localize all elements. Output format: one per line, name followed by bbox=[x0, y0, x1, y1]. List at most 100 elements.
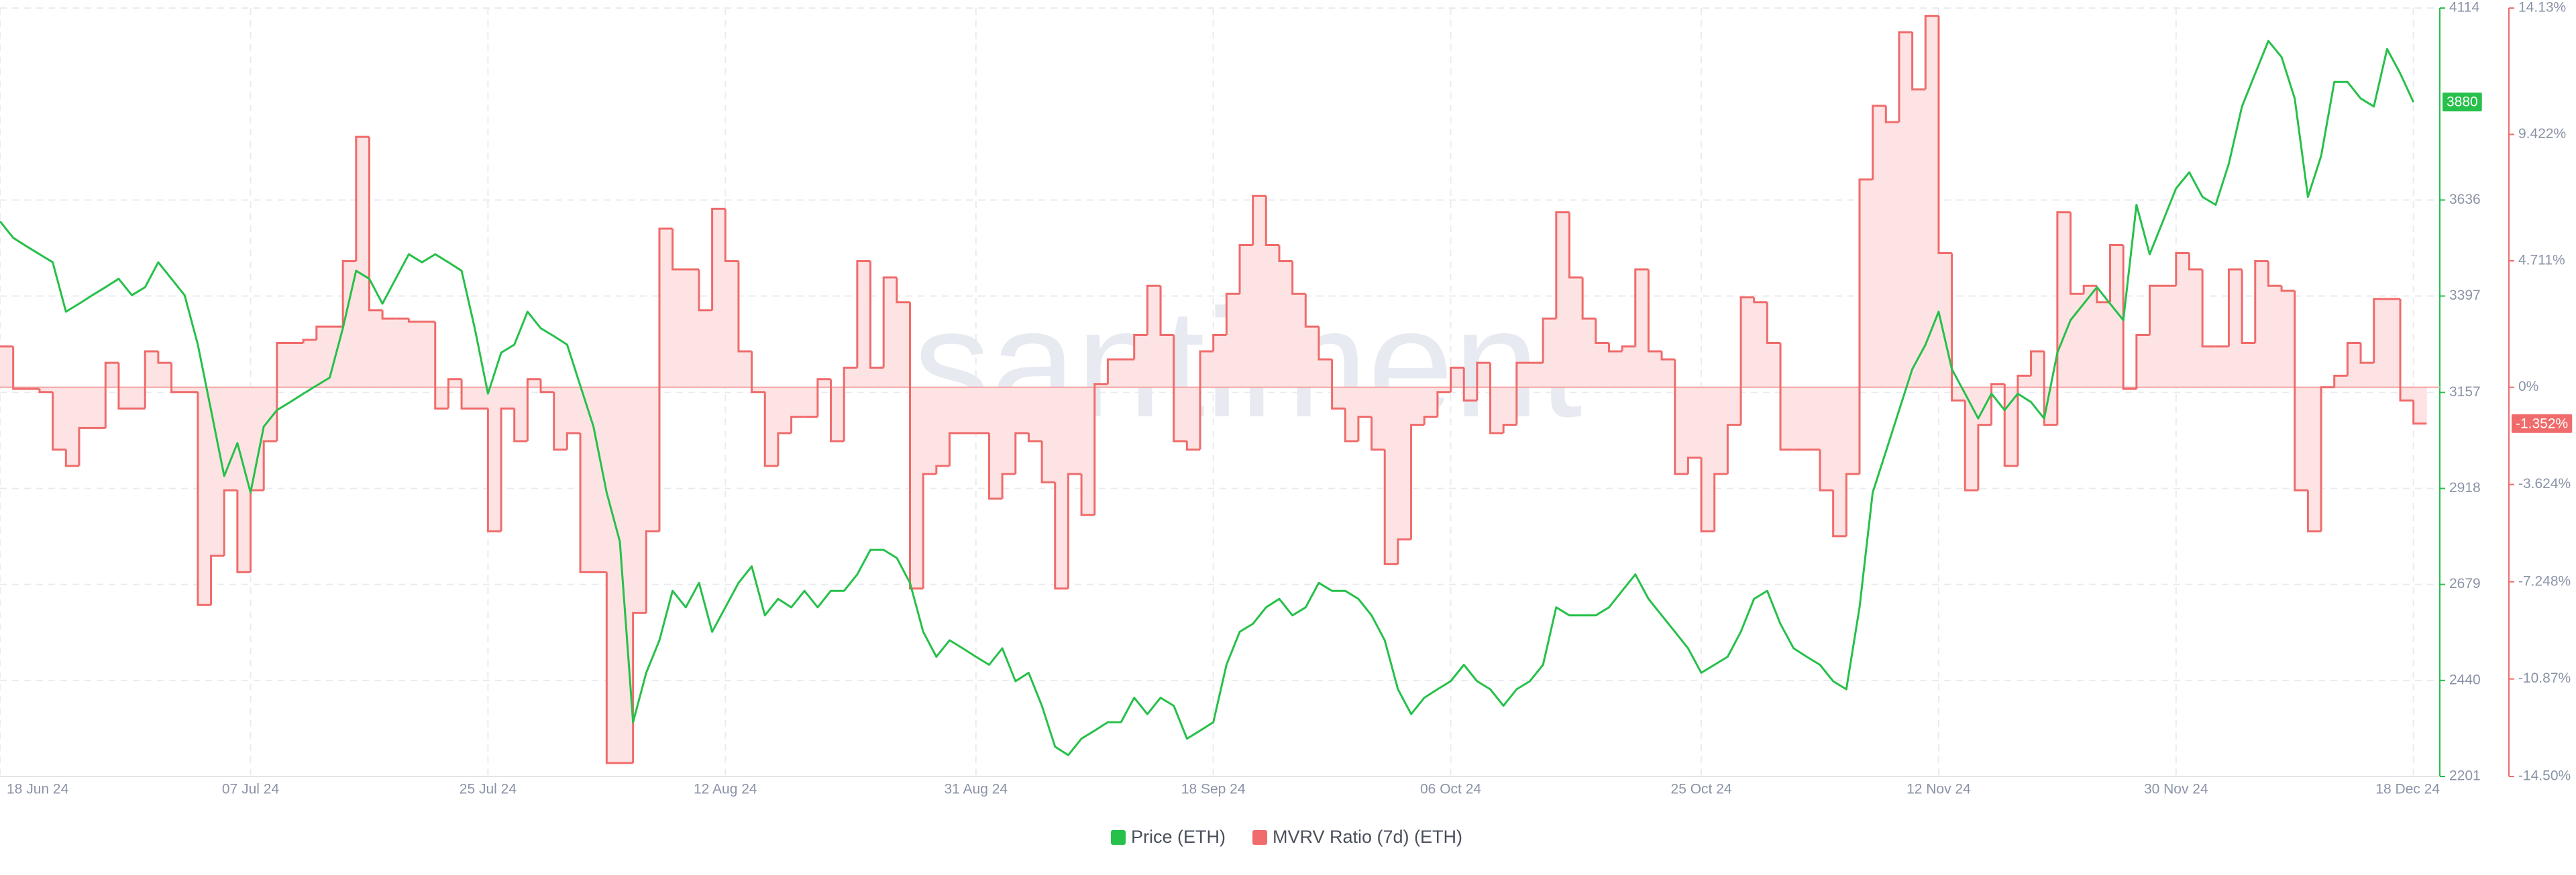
mvrv-step bbox=[2030, 350, 2045, 376]
mvrv-area-step bbox=[369, 310, 383, 388]
mvrv-area-step bbox=[593, 387, 607, 573]
mvrv-step bbox=[1383, 449, 1398, 565]
mvrv-area-step bbox=[1741, 297, 1755, 388]
mvrv-area-step bbox=[1279, 261, 1293, 388]
mvrv-area bbox=[0, 15, 2427, 763]
mvrv-step bbox=[1397, 538, 1411, 565]
mvrv-step bbox=[1779, 343, 1794, 451]
mvrv-area-step bbox=[949, 387, 963, 434]
mvrv-area-step bbox=[290, 343, 304, 388]
mvrv-area-step bbox=[184, 387, 199, 392]
mvrv-step bbox=[2320, 386, 2334, 532]
mvrv-area-step bbox=[1477, 363, 1491, 388]
mvrv-step bbox=[2254, 259, 2269, 343]
x-tick-label: 18 Jun 24 bbox=[7, 782, 69, 797]
mvrv-step bbox=[407, 318, 423, 323]
mvrv-area-step bbox=[2110, 245, 2124, 388]
mvrv-step bbox=[2017, 374, 2031, 466]
mvrv-step bbox=[843, 366, 857, 442]
y-tick-label: 4114 bbox=[2449, 0, 2479, 15]
mvrv-step bbox=[513, 408, 528, 443]
mvrv-area-step bbox=[1292, 294, 1306, 388]
mvrv-step bbox=[579, 433, 594, 573]
y2-tick-label: 0% bbox=[2518, 379, 2538, 394]
mvrv-area-step bbox=[1121, 359, 1135, 388]
y2-tick-label: 14.13% bbox=[2518, 0, 2566, 15]
mvrv-step bbox=[170, 363, 185, 394]
mvrv-area-step bbox=[1464, 387, 1478, 401]
mvrv-step bbox=[1054, 482, 1069, 590]
mvrv-step bbox=[1858, 178, 1873, 474]
mvrv-step bbox=[1700, 457, 1715, 533]
mvrv-area-step bbox=[1015, 387, 1029, 434]
mvrv-step bbox=[1304, 294, 1319, 328]
mvrv-area-step bbox=[777, 387, 792, 434]
mvrv-area-step bbox=[1081, 387, 1095, 516]
mvrv-area-step bbox=[686, 269, 700, 388]
mvrv-area-step bbox=[2084, 286, 2098, 388]
mvrv-step bbox=[1344, 408, 1358, 443]
current-value-label: -1.352% bbox=[2516, 416, 2568, 431]
mvrv-step bbox=[381, 310, 396, 320]
mvrv-step bbox=[1937, 15, 1952, 254]
mvrv-step bbox=[698, 269, 712, 312]
mvrv-step bbox=[2267, 261, 2282, 287]
mvrv-step bbox=[935, 465, 950, 474]
mvrv-area-step bbox=[1055, 387, 1069, 589]
mvrv-step bbox=[2122, 245, 2137, 390]
mvrv-area-step bbox=[1161, 335, 1175, 388]
y2-tick-label: 4.711% bbox=[2518, 253, 2565, 268]
mvrv-step bbox=[1739, 296, 1754, 425]
x-tick-label: 12 Aug 24 bbox=[694, 782, 757, 797]
mvrv-step bbox=[553, 392, 568, 451]
mvrv-area-step bbox=[1305, 327, 1320, 388]
mvrv-step bbox=[763, 392, 778, 467]
mvrv-area-step bbox=[1385, 387, 1399, 565]
mvrv-area-step bbox=[264, 387, 278, 442]
mvrv-area-step bbox=[2176, 253, 2190, 388]
y-tick-label: 3636 bbox=[2449, 192, 2481, 207]
mvrv-step bbox=[1607, 343, 1623, 353]
mvrv-step bbox=[2227, 268, 2243, 347]
mvrv-step bbox=[2201, 269, 2216, 348]
mvrv-step bbox=[197, 392, 211, 606]
x-tick-label: 18 Sep 24 bbox=[1181, 782, 1246, 797]
mvrv-step bbox=[1634, 268, 1649, 347]
mvrv-area-step bbox=[1714, 387, 1728, 474]
mvrv-step bbox=[2135, 334, 2150, 389]
mvrv-area-step bbox=[1965, 387, 1979, 491]
mvrv-step bbox=[486, 408, 502, 533]
mvrv-step bbox=[1568, 212, 1583, 279]
mvrv-area-step bbox=[1147, 286, 1161, 388]
mvrv-area-step bbox=[712, 209, 726, 388]
mvrv-area-step bbox=[936, 387, 950, 466]
mvrv-step bbox=[1660, 351, 1675, 361]
mvrv-area-step bbox=[1859, 179, 1874, 388]
mvrv-step bbox=[645, 530, 659, 614]
mvrv-area-step bbox=[409, 321, 423, 388]
mvrv-area-step bbox=[1529, 363, 1544, 388]
x-tick-label: 25 Jul 24 bbox=[460, 782, 517, 797]
mvrv-step bbox=[2175, 251, 2190, 286]
mvrv-area-step bbox=[738, 351, 753, 388]
mvrv-area-step bbox=[1648, 351, 1662, 388]
mvrv-area-step bbox=[1424, 387, 1438, 417]
mvrv-area-step bbox=[817, 379, 832, 388]
mvrv-area-step bbox=[923, 387, 937, 474]
mvrv-area-step bbox=[2373, 298, 2387, 388]
x-tick-label: 18 Dec 24 bbox=[2375, 782, 2440, 797]
mvrv-step bbox=[672, 229, 686, 271]
mvrv-area-step bbox=[145, 351, 159, 388]
legend-swatch bbox=[1110, 830, 1126, 845]
mvrv-area-step bbox=[975, 387, 989, 434]
mvrv-step bbox=[1726, 424, 1741, 474]
mvrv-area-step bbox=[1252, 196, 1267, 388]
mvrv-step bbox=[2096, 286, 2110, 304]
mvrv-step bbox=[856, 259, 871, 368]
mvrv-step bbox=[1977, 424, 1992, 491]
mvrv-step bbox=[896, 277, 910, 304]
mvrv-step bbox=[1027, 433, 1042, 443]
mvrv-step bbox=[1093, 383, 1108, 516]
mvrv-step bbox=[751, 351, 765, 394]
